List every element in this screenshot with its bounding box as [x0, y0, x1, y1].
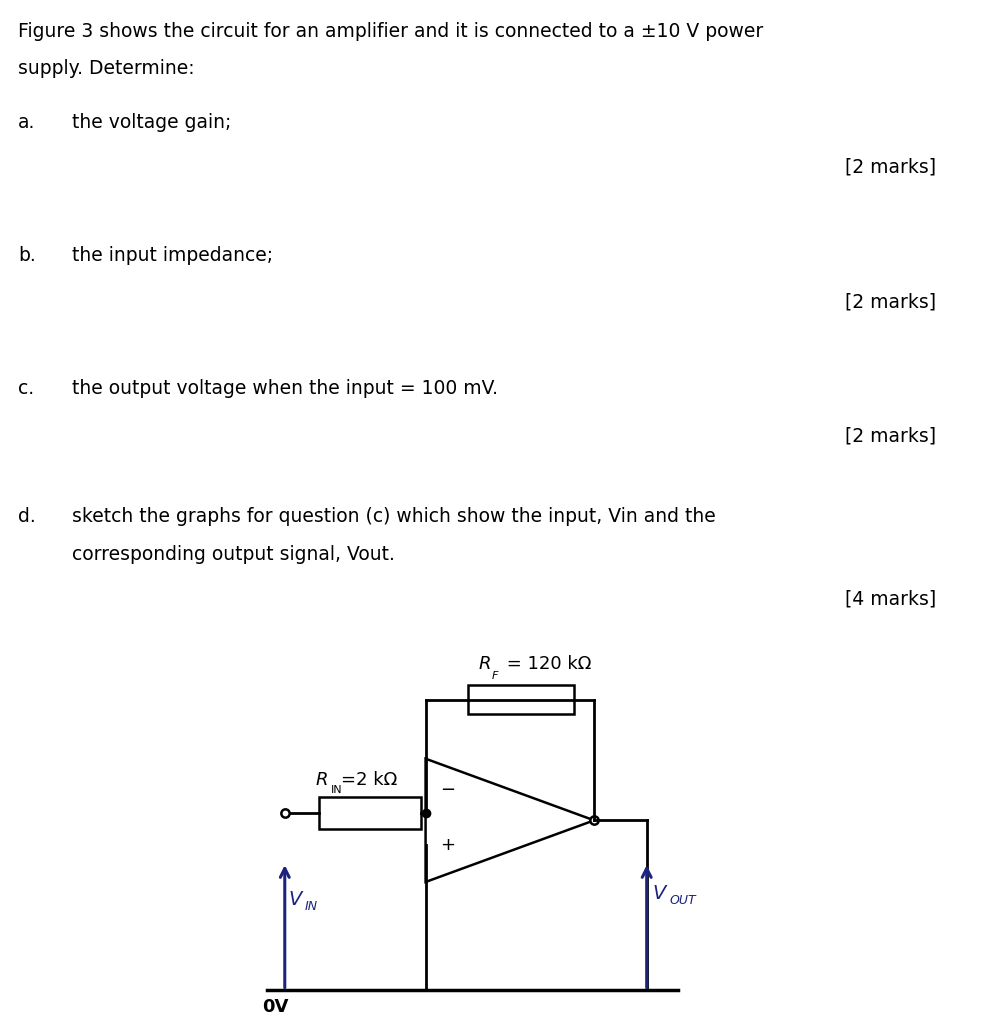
Text: +: +	[440, 836, 455, 854]
Text: [2 marks]: [2 marks]	[844, 292, 936, 311]
Text: R: R	[316, 771, 327, 790]
Text: −: −	[440, 780, 456, 799]
Bar	[319, 797, 420, 828]
Text: F: F	[491, 671, 498, 681]
Text: c.: c.	[18, 379, 35, 398]
Text: V: V	[652, 884, 666, 903]
Text: corresponding output signal, Vout.: corresponding output signal, Vout.	[72, 545, 394, 563]
Text: IN: IN	[305, 900, 317, 912]
Text: [4 marks]: [4 marks]	[844, 589, 936, 608]
Text: 0V: 0V	[261, 998, 288, 1017]
Text: V: V	[289, 890, 302, 909]
Bar	[467, 685, 574, 715]
Text: =2 kΩ: =2 kΩ	[341, 771, 397, 790]
Text: = 120 kΩ: = 120 kΩ	[501, 655, 591, 673]
Text: sketch the graphs for question (c) which show the input, Vin and the: sketch the graphs for question (c) which…	[72, 507, 715, 526]
Text: the input impedance;: the input impedance;	[72, 246, 272, 265]
Text: Figure 3 shows the circuit for an amplifier and it is connected to a ±10 V power: Figure 3 shows the circuit for an amplif…	[18, 22, 762, 41]
Text: supply. Determine:: supply. Determine:	[18, 59, 194, 79]
Text: the output voltage when the input = 100 mV.: the output voltage when the input = 100 …	[72, 379, 497, 398]
Text: R: R	[477, 655, 490, 673]
Text: IN: IN	[330, 785, 342, 796]
Text: the voltage gain;: the voltage gain;	[72, 113, 231, 132]
Text: b.: b.	[18, 246, 35, 265]
Text: a.: a.	[18, 113, 35, 132]
Text: [2 marks]: [2 marks]	[844, 157, 936, 176]
Text: [2 marks]: [2 marks]	[844, 426, 936, 445]
Text: d.: d.	[18, 507, 35, 526]
Text: OUT: OUT	[669, 894, 695, 907]
